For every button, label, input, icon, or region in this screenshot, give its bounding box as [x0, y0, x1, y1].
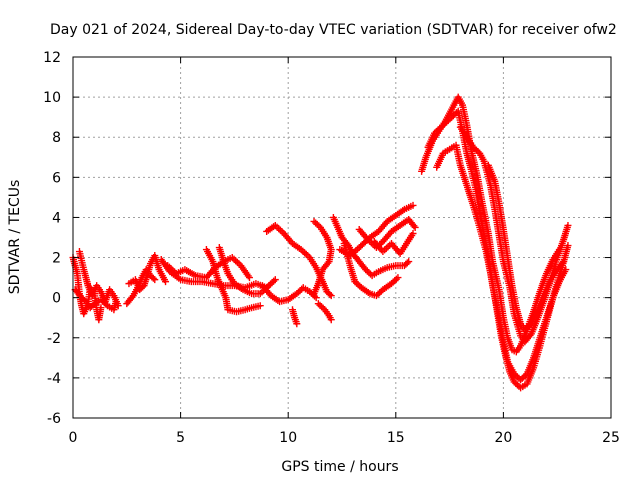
data-point — [474, 148, 482, 156]
data-point — [405, 258, 413, 266]
data-point — [245, 274, 253, 282]
data-point — [233, 258, 241, 266]
x-tick-label: 10 — [279, 430, 297, 446]
data-point — [312, 294, 320, 302]
x-axis-label: GPS time / hours — [281, 459, 398, 475]
series-trace-22 — [433, 141, 572, 392]
data-point — [392, 275, 400, 283]
series-trace-14 — [314, 300, 335, 324]
data-point — [302, 250, 310, 258]
series-trace-12 — [263, 221, 335, 300]
x-tick-label: 25 — [602, 430, 620, 446]
data-point — [560, 258, 568, 266]
y-tick-label: 4 — [52, 210, 61, 226]
y-tick-label: 0 — [52, 291, 61, 307]
data-point — [564, 221, 572, 229]
data-point — [149, 274, 157, 282]
y-tick-label: 12 — [43, 50, 61, 66]
data-point — [230, 255, 238, 263]
data-point — [382, 244, 390, 252]
y-tick-label: 8 — [52, 130, 61, 146]
data-point — [256, 302, 264, 310]
series-trace-4 — [125, 252, 170, 294]
y-tick-label: 6 — [52, 170, 61, 186]
data-point — [271, 276, 279, 284]
data-point — [128, 293, 136, 301]
data-point — [97, 304, 105, 312]
data-point — [411, 223, 419, 231]
data-point — [301, 249, 309, 257]
data-point — [102, 300, 110, 308]
data-point — [273, 223, 281, 231]
data-point — [326, 290, 334, 298]
data-point — [151, 276, 159, 284]
data-point — [112, 298, 120, 306]
data-point — [310, 290, 318, 298]
plot-frame — [72, 56, 612, 419]
series-trace-5 — [123, 266, 159, 308]
data-series — [69, 93, 572, 392]
series-trace-7 — [164, 254, 253, 282]
data-point — [526, 321, 534, 329]
data-point — [394, 274, 402, 282]
x-tick-label: 15 — [387, 430, 405, 446]
data-point — [293, 320, 301, 328]
chart-title: Day 021 of 2024, Sidereal Day-to-day VTE… — [50, 22, 617, 38]
series-trace-11 — [289, 306, 301, 328]
data-point — [558, 259, 566, 267]
series-trace-3 — [71, 286, 120, 314]
data-point — [162, 278, 170, 286]
axis-ticks: 0 5 10 15 20 25 -6 -4 -2 0 2 4 6 8 10 12 — [43, 50, 620, 446]
x-tick-label: 20 — [494, 430, 512, 446]
data-point — [319, 304, 327, 312]
series-trace-8 — [202, 246, 264, 316]
data-point — [320, 264, 328, 272]
data-point — [278, 228, 286, 236]
series-trace-24 — [484, 161, 568, 334]
y-tick-label: -6 — [47, 411, 61, 427]
data-point — [276, 226, 284, 234]
data-point — [410, 222, 418, 230]
data-point — [381, 246, 389, 254]
x-tick-label: 5 — [176, 430, 185, 446]
y-tick-label: 2 — [52, 251, 61, 267]
y-axis-label: SDTVAR / TECUs — [7, 180, 23, 295]
data-point — [89, 301, 97, 309]
series-trace-9 — [215, 244, 279, 298]
data-point — [409, 229, 417, 237]
series-trace-13 — [310, 217, 335, 298]
data-point — [564, 242, 572, 250]
data-point — [409, 201, 417, 209]
data-point — [327, 316, 335, 324]
y-tick-label: 10 — [43, 90, 61, 106]
series-trace-1 — [69, 254, 105, 324]
data-point — [327, 292, 335, 300]
y-tick-label: -2 — [47, 331, 61, 347]
data-point — [403, 259, 411, 267]
data-point — [315, 222, 323, 230]
data-point — [526, 331, 534, 339]
data-point — [270, 277, 278, 285]
series-trace-19 — [370, 229, 417, 258]
y-tick-label: -4 — [47, 371, 61, 387]
x-tick-label: 0 — [69, 430, 78, 446]
data-point — [384, 243, 392, 251]
